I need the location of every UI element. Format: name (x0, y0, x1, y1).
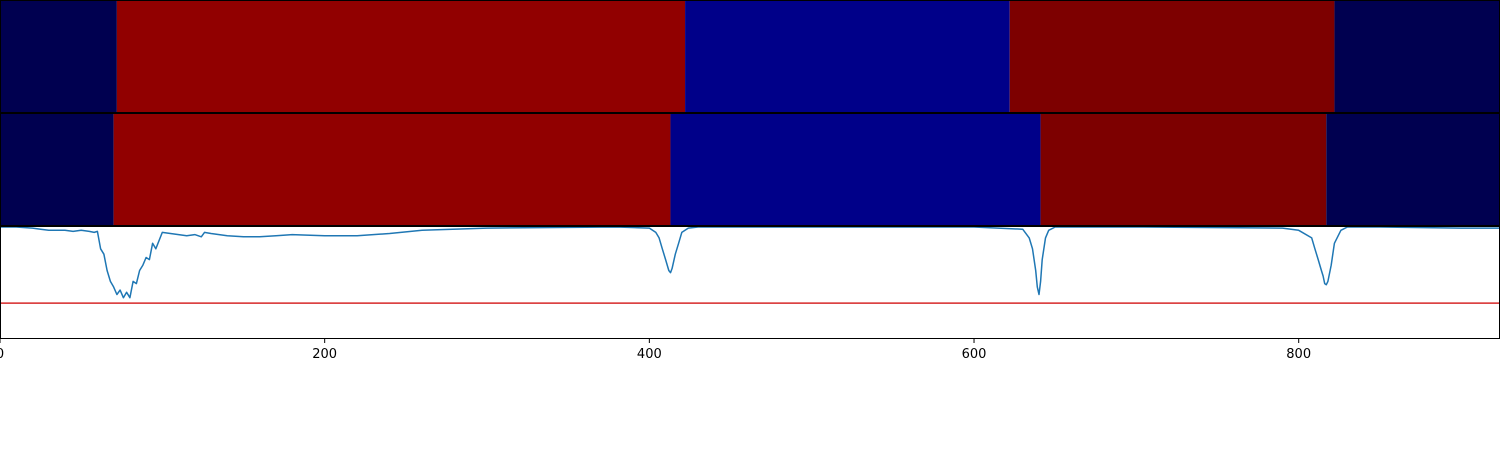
segment-row0-1 (116, 1, 686, 112)
x-tick-label-0: 0 (0, 347, 4, 362)
segment-row1-4 (1326, 114, 1500, 225)
segment-row0-3 (1009, 1, 1335, 112)
line-panel (0, 226, 1500, 304)
segment-row1-1 (113, 114, 671, 225)
x-tick-label-2: 400 (637, 347, 662, 362)
segment-row1-3 (1040, 114, 1327, 225)
x-axis: 0 200 400 600 800 (0, 338, 1311, 362)
segment-row-middle (0, 114, 1500, 225)
x-tick-label-4: 800 (1286, 347, 1311, 362)
x-tick-label-3: 600 (962, 347, 987, 362)
segment-row0-2 (685, 1, 1010, 112)
segment-row0-0 (0, 1, 117, 112)
line-panel-frame (0, 226, 1500, 339)
segment-row1-0 (0, 114, 114, 225)
segment-row1-2 (670, 114, 1041, 225)
segment-row-top (0, 1, 1500, 112)
segment-row0-4 (1334, 1, 1500, 112)
x-tick-label-1: 200 (312, 347, 337, 362)
series-line (0, 226, 1500, 299)
